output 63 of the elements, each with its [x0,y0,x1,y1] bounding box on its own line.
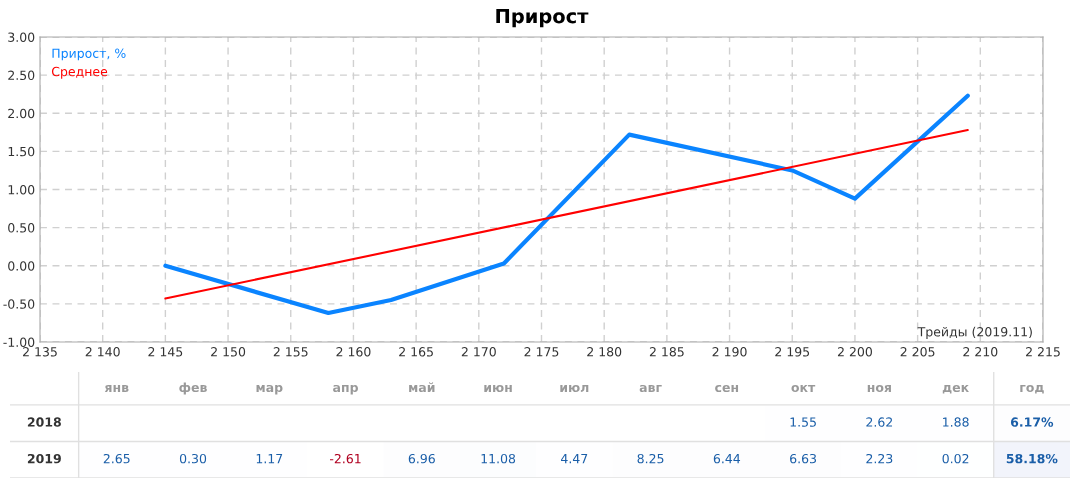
x-tick-label: год [1020,384,1044,394]
x-tick-label: 2 175 [524,347,559,357]
data-label: -2.61 [329,453,361,464]
x-tick-label: 2 195 [775,347,810,357]
x-tick-label: 2 205 [900,347,935,357]
y-tick-label: -1.00 [3,337,35,347]
data-label: 58.18% [1006,453,1058,464]
line-series [163,93,970,316]
text: Среднее [51,66,108,79]
x-tick-label: 2 145 [148,347,183,357]
data-label: 2.23 [866,453,893,464]
data-label: 1.17 [256,454,283,464]
x-tick-label: 2 180 [587,347,622,357]
x-tick-label: 2 170 [461,347,496,357]
data-label: 6.17% [1010,417,1054,427]
y-tick-label: 2.00 [8,108,35,119]
x-tick-label: 2 135 [23,347,57,357]
data-label: 1.55 [790,417,816,427]
y-tick-label: 1.50 [8,146,35,157]
data-label: 6.96 [408,453,435,464]
x-tick-label: 2 140 [85,347,120,357]
x-tick-label: 2 155 [273,347,308,357]
data-label: 11.08 [481,453,516,464]
x-tick-label: фев [179,382,207,395]
x-tick-label: 2 160 [336,347,371,357]
data-label: 2.62 [866,417,893,427]
x-tick-label: ноя [867,384,891,393]
x-tick-label: 2 215 [1026,347,1060,357]
x-tick-label: 2 150 [211,347,246,357]
x-tick-label: мар [256,384,283,395]
x-tick-label: дек [942,384,969,394]
x-tick-label: 2 210 [963,347,998,357]
data-label: 0.30 [179,453,207,464]
data-label: 1.88 [943,417,969,427]
x-tick-label: 2 190 [712,347,747,357]
data-label: 6.44 [713,453,741,464]
x-tick-label: апр [333,384,358,395]
x-tick-label: сен [715,384,739,393]
x-tick-label: июл [560,384,589,393]
y-tick-label: 1.00 [8,184,35,195]
y-tick-label: 2019 [27,453,61,464]
y-tick-label: 3.00 [8,32,35,42]
x-tick-label: янв [104,385,129,392]
x-tick-label: авг [639,384,662,393]
data-label: 0.02 [942,453,969,464]
y-tick-label: 2018 [27,417,61,427]
y-tick-label: 0.50 [8,223,35,233]
x-tick-label: июн [484,384,512,393]
x-axis-title: Трейды (2019.11) [917,326,1032,339]
x-tick-label: 2 185 [649,347,684,357]
y-tick-label: 2.50 [8,70,35,81]
y-tick-label: 0.00 [8,261,35,271]
x-tick-label: май [409,382,435,393]
chart-title: Прирост [496,8,589,28]
y-tick-label: -0.50 [3,299,35,309]
data-label: 2.65 [103,453,130,464]
x-tick-label: окт [791,384,816,393]
text: Прирост, % [52,48,126,61]
x-tick-label: 2 200 [837,347,872,357]
data-label: 8.25 [637,453,664,464]
data-label: 6.63 [790,453,817,464]
data-label: 4.47 [561,454,588,464]
x-tick-label: 2 165 [399,347,433,357]
